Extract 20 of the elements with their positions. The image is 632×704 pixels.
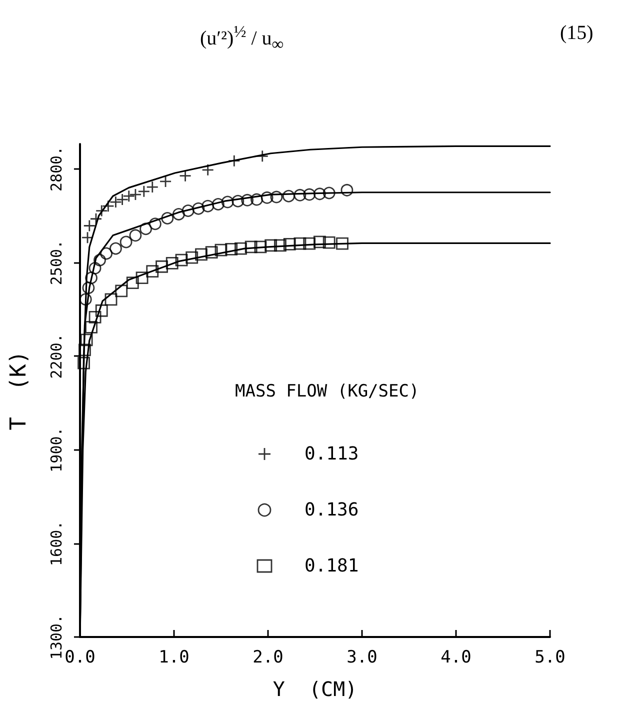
x-tick-label: 2.0 xyxy=(252,648,284,668)
y-tick-label: 2500. xyxy=(48,240,66,286)
y-axis-title: T (K) xyxy=(6,350,32,430)
legend-label: 0.181 xyxy=(304,556,359,576)
text: (15) xyxy=(560,22,594,45)
y-tick-label: 2800. xyxy=(48,146,66,192)
y-tick-label: 1900. xyxy=(48,427,66,472)
x-tick-label: 0.0 xyxy=(64,648,96,668)
y-tick-label: 2200. xyxy=(48,334,66,379)
x-tick-label: 5.0 xyxy=(534,648,566,668)
x-tick-label: 3.0 xyxy=(346,648,378,668)
y-tick-label: 1300. xyxy=(48,614,66,660)
y-tick-label: 1600. xyxy=(48,520,66,566)
legend-label: 0.136 xyxy=(304,500,359,520)
x-axis-title: Y (CM) xyxy=(272,677,358,701)
legend-title: MASS FLOW (KG/SEC) xyxy=(235,382,420,402)
x-tick-label: 4.0 xyxy=(440,648,472,668)
text: (u′²)$^{½}$ / u$_{∞}$ xyxy=(200,22,284,55)
legend-label: 0.113 xyxy=(304,444,359,464)
x-tick-label: 1.0 xyxy=(158,648,190,668)
